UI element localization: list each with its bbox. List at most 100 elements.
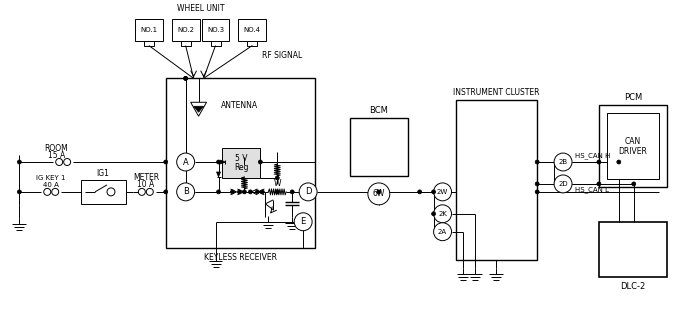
Circle shape [18, 160, 21, 164]
Circle shape [432, 190, 436, 194]
Circle shape [164, 190, 168, 194]
Text: 40 A: 40 A [43, 182, 59, 188]
Circle shape [238, 190, 242, 194]
Polygon shape [221, 160, 225, 164]
Circle shape [249, 190, 253, 194]
Text: 15 A: 15 A [48, 151, 65, 159]
Text: RF SIGNAL: RF SIGNAL [262, 51, 303, 60]
Circle shape [275, 190, 279, 194]
Bar [81, 180, 126, 204]
Circle shape [290, 190, 294, 194]
Text: IG KEY 1: IG KEY 1 [37, 175, 66, 181]
Circle shape [230, 190, 234, 194]
Circle shape [597, 182, 601, 186]
Circle shape [432, 212, 436, 216]
Bar [599, 105, 667, 187]
Text: ROOM: ROOM [44, 144, 68, 153]
Text: INSTRUMENT CLUSTER: INSTRUMENT CLUSTER [453, 88, 540, 97]
Circle shape [242, 190, 246, 194]
Bar [166, 78, 315, 248]
Text: Reg: Reg [234, 163, 249, 173]
Circle shape [52, 188, 58, 195]
Circle shape [294, 213, 312, 231]
Bar [456, 100, 537, 259]
Circle shape [183, 76, 187, 80]
Text: PCM: PCM [623, 93, 642, 102]
Circle shape [617, 160, 621, 164]
Text: B: B [183, 187, 189, 196]
Bar [210, 41, 221, 46]
Text: IG1: IG1 [96, 170, 109, 178]
Polygon shape [217, 172, 221, 177]
Circle shape [377, 190, 381, 194]
Circle shape [139, 188, 145, 195]
Bar [350, 118, 407, 176]
Circle shape [107, 188, 115, 196]
Circle shape [217, 190, 221, 194]
Circle shape [164, 160, 168, 164]
Circle shape [368, 183, 390, 205]
Text: HS_CAN H: HS_CAN H [575, 153, 610, 159]
Circle shape [217, 160, 221, 164]
Polygon shape [191, 102, 206, 116]
Circle shape [418, 190, 422, 194]
Circle shape [535, 182, 539, 186]
Text: NO.2: NO.2 [177, 27, 194, 32]
Circle shape [255, 190, 259, 194]
Circle shape [177, 183, 195, 201]
Circle shape [434, 205, 452, 223]
Text: 5 V: 5 V [235, 154, 248, 163]
Circle shape [434, 183, 452, 201]
Circle shape [554, 153, 572, 171]
Circle shape [177, 153, 195, 171]
Bar [135, 19, 163, 41]
Text: 2K: 2K [438, 211, 447, 217]
Circle shape [260, 190, 264, 194]
Text: 2B: 2B [559, 159, 568, 165]
Text: METER: METER [133, 174, 159, 182]
Text: 2W: 2W [437, 189, 448, 195]
Text: 2D: 2D [558, 181, 568, 187]
Text: DRIVER: DRIVER [619, 147, 647, 155]
Bar [238, 19, 266, 41]
Text: D: D [305, 187, 312, 196]
Text: E: E [301, 217, 306, 226]
Text: WHEEL UNIT: WHEEL UNIT [177, 4, 224, 13]
Circle shape [535, 160, 539, 164]
Bar [202, 19, 230, 41]
Circle shape [275, 176, 279, 180]
Bar [172, 19, 200, 41]
Text: W: W [274, 179, 281, 188]
Circle shape [535, 190, 539, 194]
Circle shape [183, 76, 187, 80]
Circle shape [631, 182, 636, 186]
Circle shape [56, 158, 62, 166]
Text: 10 A: 10 A [137, 180, 154, 189]
Bar [144, 41, 153, 46]
Text: 6W: 6W [373, 189, 385, 198]
Polygon shape [194, 106, 204, 112]
Text: HS_CAN L: HS_CAN L [575, 187, 609, 193]
Circle shape [146, 188, 153, 195]
Text: NO.4: NO.4 [244, 27, 261, 32]
Text: 2A: 2A [438, 229, 447, 235]
Circle shape [554, 175, 572, 193]
Text: DLC-2: DLC-2 [620, 282, 645, 291]
Circle shape [64, 158, 71, 166]
Bar [599, 222, 667, 277]
Bar [247, 41, 257, 46]
Text: CAN: CAN [625, 136, 641, 146]
Circle shape [258, 160, 262, 164]
Bar [223, 148, 260, 178]
Circle shape [299, 183, 317, 201]
Circle shape [597, 160, 601, 164]
Circle shape [43, 188, 51, 195]
Text: NO.1: NO.1 [141, 27, 158, 32]
Text: KEYLESS RECEIVER: KEYLESS RECEIVER [204, 253, 277, 262]
Bar [181, 41, 191, 46]
Text: BCM: BCM [369, 106, 388, 115]
Circle shape [18, 190, 21, 194]
Bar [607, 113, 659, 179]
Text: ANTENNA: ANTENNA [221, 101, 257, 110]
Text: A: A [183, 157, 189, 167]
